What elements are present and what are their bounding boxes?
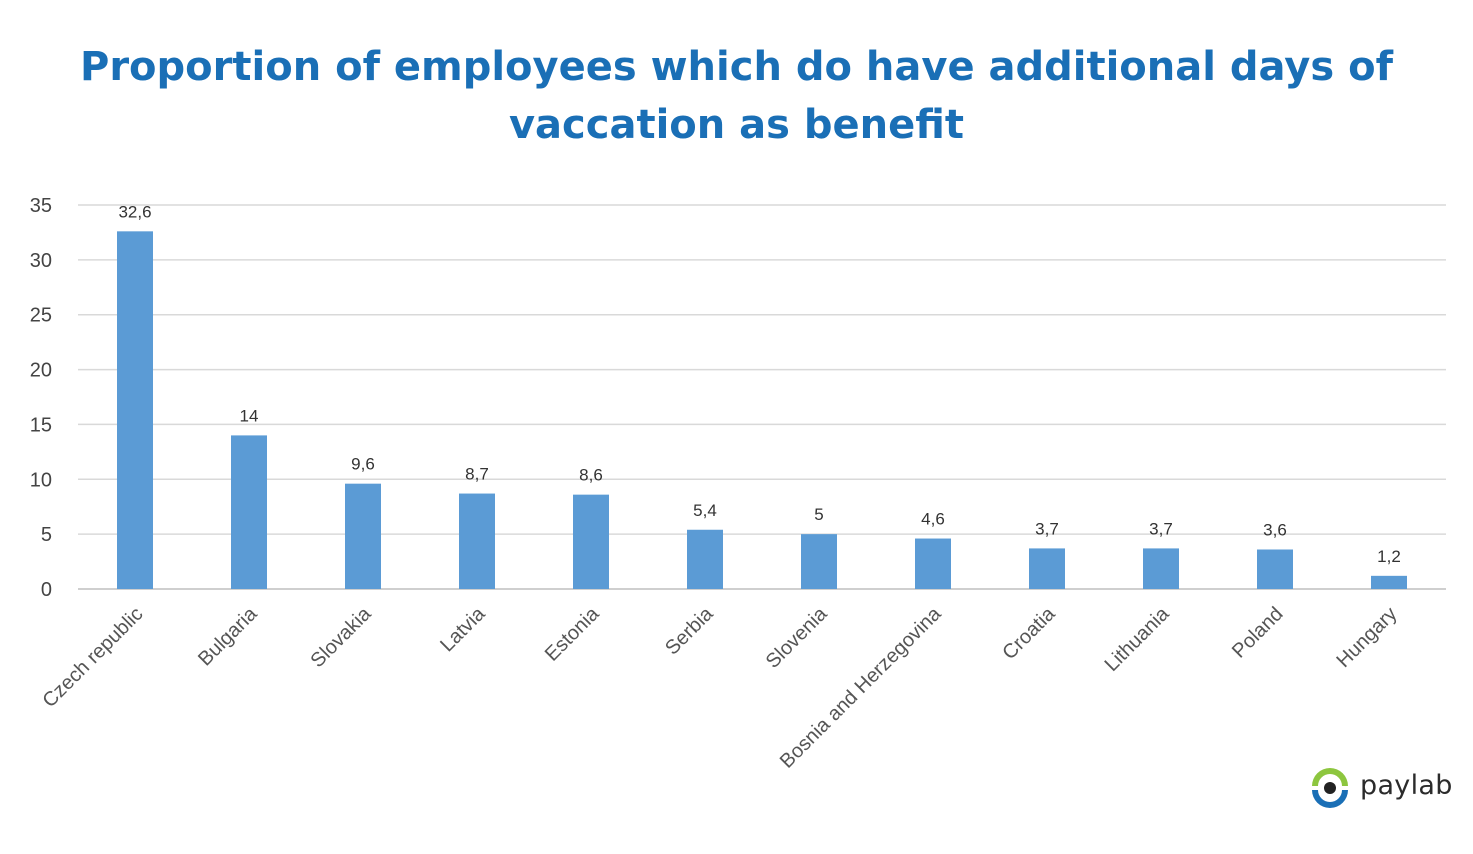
bar (459, 493, 495, 589)
data-label: 9,6 (351, 455, 375, 474)
x-category-label: Hungary (1333, 603, 1402, 672)
y-tick-label: 25 (30, 305, 52, 327)
y-axis-ticks: 0 5 10 15 20 25 30 35 (30, 195, 52, 601)
bars (117, 231, 1407, 589)
data-label: 4,6 (921, 510, 945, 529)
data-label: 8,7 (465, 465, 489, 484)
chart-title-line-1: Proportion of employees which do have ad… (80, 44, 1393, 90)
x-category-label: Lithuania (1101, 602, 1175, 676)
x-axis-categories: Czech republic Bulgaria Slovakia Latvia Esto… (38, 602, 1401, 772)
data-label: 3,6 (1263, 521, 1287, 540)
x-category-label: Slovenia (762, 602, 832, 672)
data-label: 5 (814, 505, 823, 524)
data-label: 5,4 (693, 501, 717, 520)
x-category-label: Poland (1228, 603, 1288, 663)
paylab-logo-icon (1312, 768, 1348, 808)
logo-text: paylab (1360, 770, 1453, 801)
data-label: 14 (240, 406, 259, 425)
y-tick-label: 5 (41, 524, 52, 546)
data-label: 1,2 (1377, 547, 1401, 566)
y-tick-label: 20 (30, 360, 52, 382)
y-tick-label: 0 (41, 579, 52, 601)
x-category-label: Czech republic (38, 603, 147, 712)
x-category-label: Slovakia (307, 602, 377, 672)
chart-title-line-2: vaccation as benefit (508, 102, 965, 148)
bar (117, 231, 153, 589)
data-label: 3,7 (1149, 519, 1173, 538)
data-label: 3,7 (1035, 519, 1059, 538)
bar (1029, 548, 1065, 589)
y-tick-label: 15 (30, 414, 52, 436)
y-tick-label: 30 (30, 250, 52, 272)
data-label: 8,6 (579, 466, 603, 485)
bar (801, 534, 837, 589)
bar (1371, 575, 1407, 589)
x-category-label: Serbia (661, 602, 718, 659)
x-category-label: Bulgaria (194, 602, 262, 670)
x-category-label: Latvia (436, 602, 490, 656)
x-category-label: Estonia (541, 602, 604, 665)
x-category-label: Croatia (998, 602, 1060, 664)
bar (573, 494, 609, 589)
bar (231, 435, 267, 589)
y-tick-label: 35 (30, 195, 52, 217)
bar (915, 538, 951, 589)
chart-title: Proportion of employees which do have ad… (0, 38, 1473, 154)
y-tick-label: 10 (30, 469, 52, 491)
bar (1257, 549, 1293, 589)
gridlines (78, 204, 1446, 590)
bar (345, 483, 381, 589)
bar (687, 529, 723, 589)
bar (1143, 548, 1179, 589)
data-label: 32,6 (118, 202, 151, 221)
data-labels: 32,6 14 9,6 8,7 8,6 5,4 5 4,6 3,7 3,7 3,6 1,2 (118, 202, 1400, 566)
